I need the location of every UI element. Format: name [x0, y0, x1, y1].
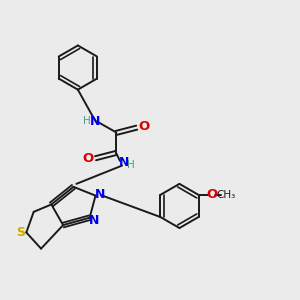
Text: H: H	[127, 160, 135, 170]
Text: N: N	[89, 115, 100, 128]
Text: S: S	[16, 226, 26, 239]
Text: O: O	[83, 152, 94, 165]
Text: N: N	[119, 156, 129, 169]
Text: N: N	[95, 188, 105, 201]
Text: CH₃: CH₃	[216, 190, 236, 200]
Text: N: N	[89, 214, 99, 226]
Text: H: H	[83, 116, 91, 126]
Text: O: O	[206, 188, 218, 201]
Text: O: O	[138, 120, 149, 133]
